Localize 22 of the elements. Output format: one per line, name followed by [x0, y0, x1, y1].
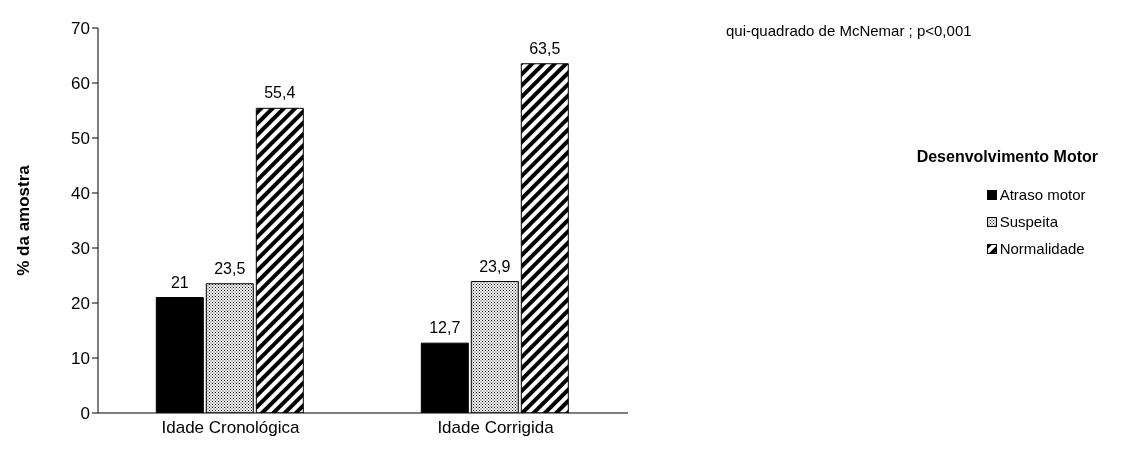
y-tick-label: 30 [71, 239, 90, 259]
x-tick-label: Idade Cronológica [161, 418, 301, 438]
legend-label: Atraso motor [999, 186, 1086, 203]
y-tick-label: 0 [80, 404, 90, 424]
x-tick-label: Idade Corrigida [437, 418, 555, 438]
legend-label: Suspeita [999, 213, 1059, 230]
y-tick-label: 60 [71, 74, 90, 94]
data-label: 23,5 [214, 259, 246, 277]
y-tick-label: 20 [71, 294, 90, 314]
y-tick-label: 40 [71, 184, 90, 204]
text: qui-quadrado de McNemar ; p<0,001 [726, 22, 972, 39]
data-label: 21 [170, 273, 189, 291]
y-tick-label: 10 [71, 349, 90, 369]
data-label: 12,7 [429, 319, 461, 337]
y-tick-label: 70 [71, 19, 90, 39]
y-tick-label: 50 [71, 129, 90, 149]
data-label: 55,4 [264, 84, 296, 102]
legend-title: Desenvolvimento Motor [916, 148, 1098, 166]
data-label: 23,9 [479, 257, 511, 275]
y-axis-title: % da amostra [14, 164, 34, 276]
data-label: 63,5 [529, 39, 561, 57]
legend-label: Normalidade [999, 240, 1085, 257]
